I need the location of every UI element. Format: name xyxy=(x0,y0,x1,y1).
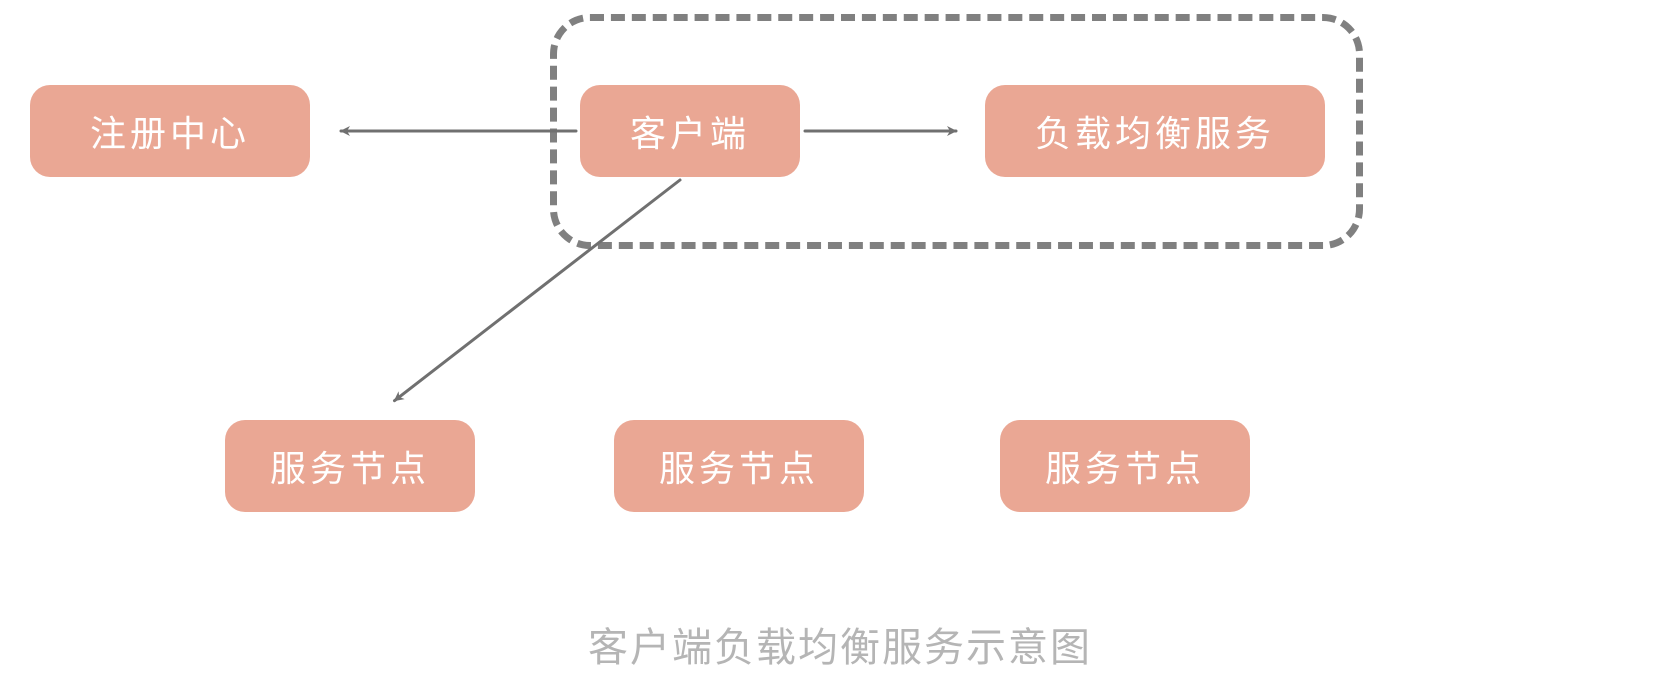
node-client: 客户端 xyxy=(580,85,800,177)
node-label: 服务节点 xyxy=(1045,440,1205,492)
node-label: 服务节点 xyxy=(659,440,819,492)
node-service3: 服务节点 xyxy=(1000,420,1250,512)
node-label: 客户端 xyxy=(630,105,750,157)
node-label: 注册中心 xyxy=(90,105,250,157)
node-loadbalancer: 负载均衡服务 xyxy=(985,85,1325,177)
diagram-caption: 客户端负载均衡服务示意图 xyxy=(490,615,1190,673)
node-label: 负载均衡服务 xyxy=(1035,105,1275,157)
node-registry: 注册中心 xyxy=(30,85,310,177)
caption-text: 客户端负载均衡服务示意图 xyxy=(588,625,1092,670)
node-service1: 服务节点 xyxy=(225,420,475,512)
node-label: 服务节点 xyxy=(270,440,430,492)
node-service2: 服务节点 xyxy=(614,420,864,512)
